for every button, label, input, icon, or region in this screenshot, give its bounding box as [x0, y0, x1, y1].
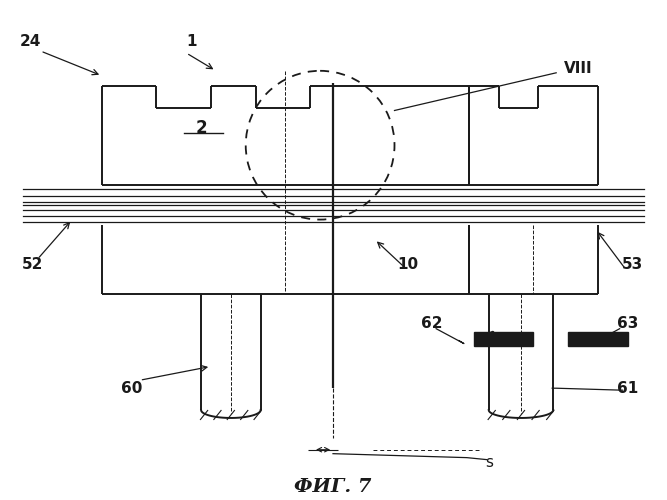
Text: 61: 61: [617, 380, 638, 396]
Text: ФИГ. 7: ФИГ. 7: [294, 478, 372, 496]
Text: 60: 60: [121, 380, 142, 396]
Polygon shape: [474, 332, 534, 345]
Text: VIII: VIII: [564, 62, 592, 76]
Text: 53: 53: [622, 256, 643, 272]
Text: 2: 2: [195, 120, 207, 138]
Polygon shape: [568, 332, 628, 345]
Text: s: s: [485, 455, 493, 470]
Text: 63: 63: [617, 316, 638, 331]
Text: 1: 1: [186, 34, 196, 48]
Text: 24: 24: [20, 34, 41, 48]
Text: 62: 62: [422, 316, 443, 331]
Text: 52: 52: [22, 256, 43, 272]
Text: 10: 10: [397, 256, 418, 272]
